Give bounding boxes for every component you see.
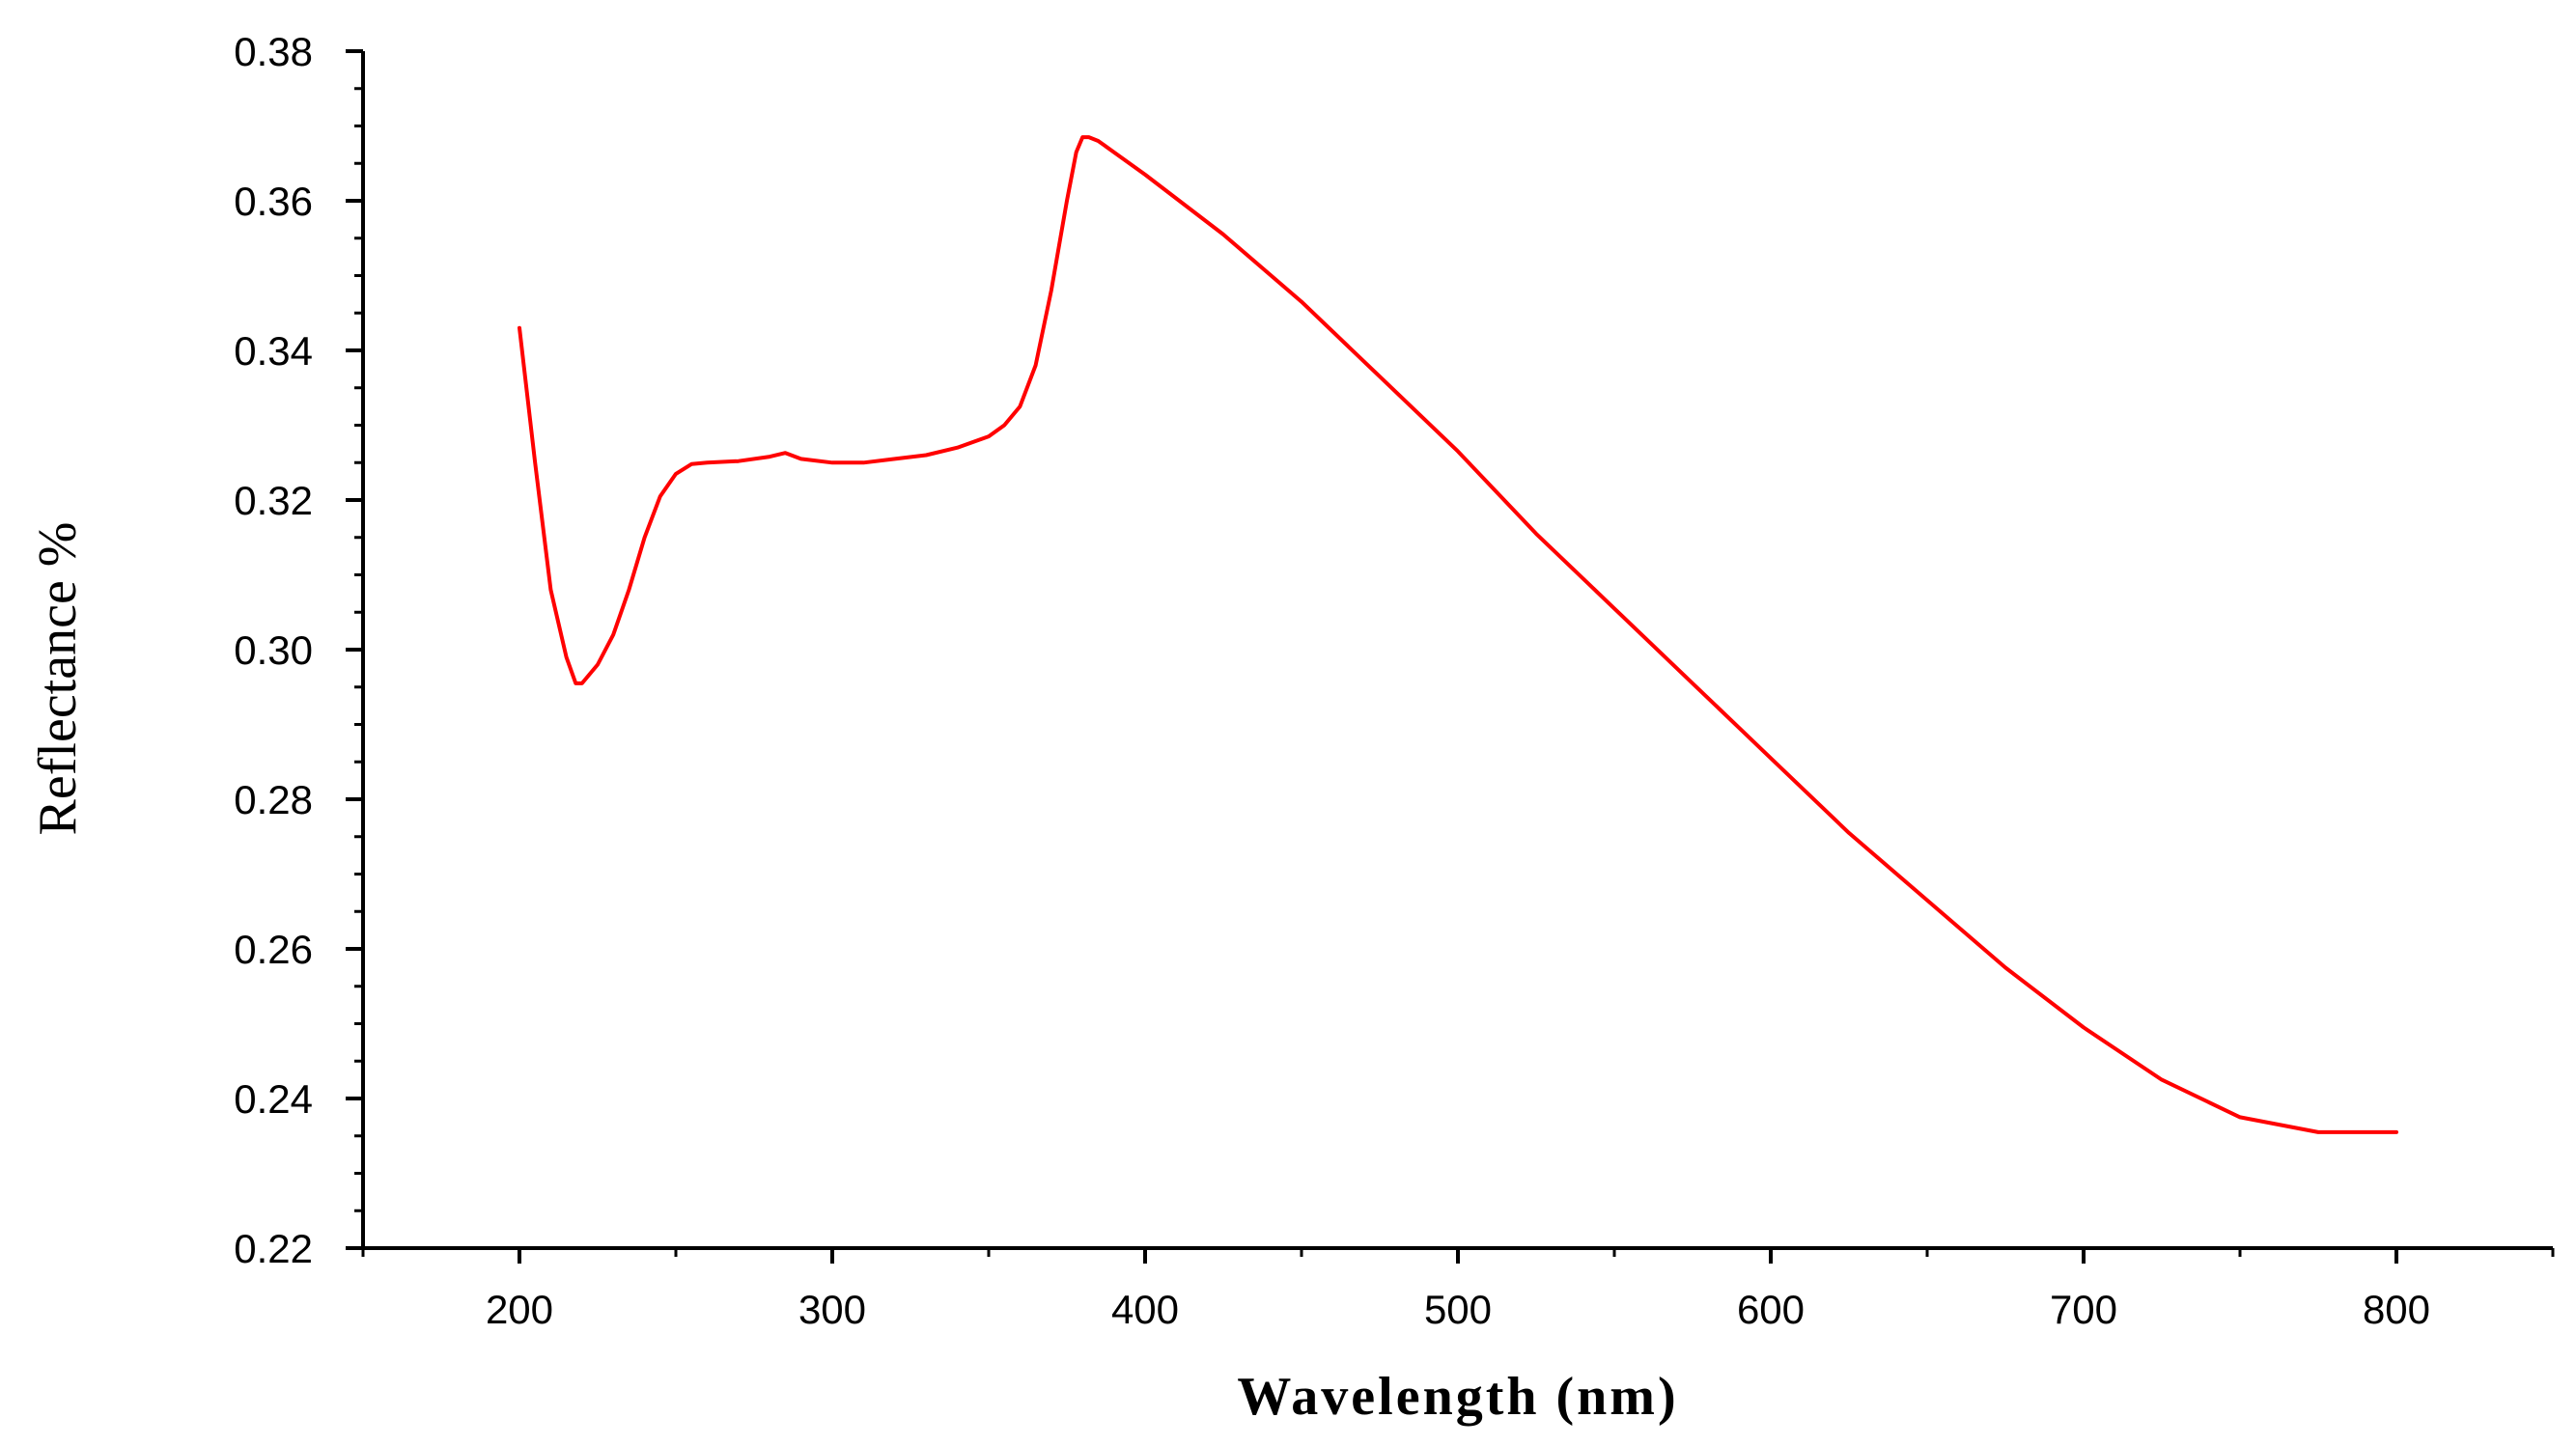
x-axis-title: Wavelength (nm) — [1237, 1367, 1678, 1427]
y-tick-label: 0.36 — [234, 179, 313, 224]
x-tick-label: 800 — [2363, 1287, 2430, 1332]
reflectance-series-line — [518, 135, 2398, 1134]
y-tick-label: 0.28 — [234, 777, 313, 822]
y-tick-label: 0.32 — [234, 478, 313, 523]
y-tick-label: 0.38 — [234, 29, 313, 74]
x-tick-label: 400 — [1111, 1287, 1179, 1332]
y-tick-label: 0.30 — [234, 627, 313, 673]
y-axis-title: Reflectance % — [28, 522, 88, 836]
x-tick-label: 600 — [1737, 1287, 1805, 1332]
y-tick-label: 0.24 — [234, 1076, 313, 1122]
tick-labels: 200 300 400 500 600 700 800 0.22 0.24 0.26 0.28 0.3… — [234, 29, 2430, 1332]
ticks — [346, 49, 2555, 1264]
x-tick-label: 700 — [2050, 1287, 2117, 1332]
axes — [361, 51, 2553, 1250]
y-tick-label: 0.34 — [234, 328, 313, 374]
x-tick-label: 300 — [798, 1287, 866, 1332]
y-tick-label: 0.26 — [234, 927, 313, 972]
x-tick-label: 200 — [486, 1287, 553, 1332]
series-layer — [518, 135, 2398, 1134]
x-tick-label: 500 — [1424, 1287, 1492, 1332]
y-tick-label: 0.22 — [234, 1226, 313, 1271]
